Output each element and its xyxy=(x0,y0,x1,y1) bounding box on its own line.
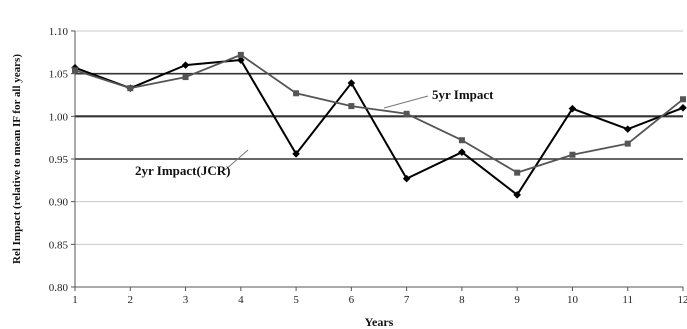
point-2yr-8 xyxy=(458,148,466,156)
point-5yr-5 xyxy=(293,90,300,97)
x-tick-label-0: 1 xyxy=(72,294,78,306)
point-2yr-7 xyxy=(402,174,411,183)
x-tick-labels: 1 2 3 4 5 6 7 8 9 10 11 12 xyxy=(72,294,687,306)
point-5yr-11 xyxy=(624,140,631,147)
series-lines xyxy=(71,51,687,199)
axes xyxy=(71,30,684,291)
x-tick-label-4: 5 xyxy=(293,294,299,306)
annotation-arrow-2yr xyxy=(224,149,249,171)
y-tick-label-5: 1.05 xyxy=(49,69,69,81)
x-tick-label-8: 9 xyxy=(514,294,520,306)
annotation-arrow-5yr xyxy=(383,95,429,109)
point-5yr-1 xyxy=(72,67,78,74)
y-tick-label-1: 0.85 xyxy=(49,239,69,251)
point-2yr-3 xyxy=(181,61,190,69)
point-5yr-9 xyxy=(514,169,521,176)
x-tick-label-1: 2 xyxy=(128,294,134,306)
point-5yr-12 xyxy=(680,96,686,103)
y-tick-label-0: 0.80 xyxy=(49,282,69,294)
point-5yr-10 xyxy=(569,151,576,158)
y-tick-label-2: 0.90 xyxy=(49,197,69,209)
x-tick-label-3: 4 xyxy=(238,294,244,306)
reference-lines xyxy=(75,72,683,160)
point-2yr-6 xyxy=(347,79,356,87)
x-axis-title: Years xyxy=(365,315,394,329)
point-2yr-12 xyxy=(679,104,687,112)
annotation-2yr-impact: 2yr Impact(JCR) xyxy=(135,163,230,178)
y-tick-label-4: 1.00 xyxy=(49,111,69,123)
y-tick-label-3: 0.95 xyxy=(49,154,69,166)
y-axis-title: Rel Impact (relative to mean IF for all … xyxy=(11,54,23,264)
series-line-5yr xyxy=(74,53,684,174)
x-tick-label-2: 3 xyxy=(183,294,189,306)
point-2yr-9 xyxy=(513,191,521,199)
point-5yr-8 xyxy=(458,137,465,144)
point-2yr-10 xyxy=(568,104,577,113)
x-tick-label-5: 6 xyxy=(349,294,355,306)
point-2yr-11 xyxy=(623,125,632,133)
series-annotations: 5yr Impact 2yr Impact(JCR) xyxy=(135,87,494,178)
x-tick-label-9: 10 xyxy=(567,294,579,306)
x-tick-label-6: 7 xyxy=(404,294,410,306)
point-5yr-7 xyxy=(403,110,410,117)
point-5yr-6 xyxy=(348,103,355,110)
x-tick-label-7: 8 xyxy=(459,294,465,306)
point-2yr-5 xyxy=(292,150,300,158)
x-tick-label-11: 12 xyxy=(678,294,687,306)
series-line-2yr xyxy=(74,59,684,196)
point-2yr-4 xyxy=(237,56,245,64)
point-5yr-2 xyxy=(127,85,134,92)
point-5yr-4 xyxy=(237,51,244,58)
point-5yr-3 xyxy=(182,74,189,81)
x-tick-label-10: 11 xyxy=(622,294,633,306)
y-tick-label-6: 1.10 xyxy=(49,26,69,38)
y-tick-labels: 0.80 0.85 0.90 0.95 1.00 1.05 1.10 xyxy=(49,26,69,294)
annotation-5yr-impact: 5yr Impact xyxy=(432,87,494,102)
